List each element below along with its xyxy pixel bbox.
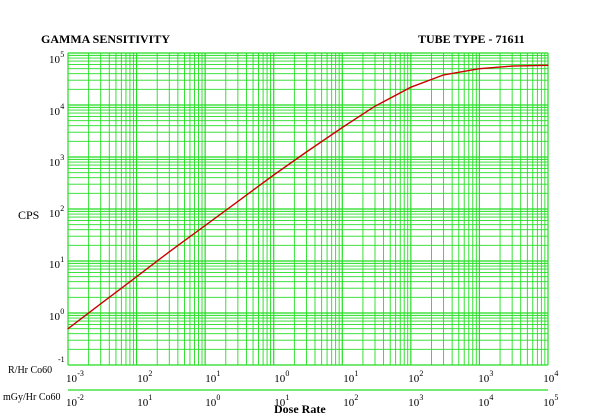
tick-base: 10 (49, 157, 61, 169)
data-point (341, 126, 343, 129)
data-point (374, 105, 376, 107)
tick-exponent: 2 (354, 393, 358, 402)
tick-base: 10 (478, 397, 490, 409)
tick-base: 10 (49, 259, 61, 271)
y-tick-label: -1 (58, 355, 65, 364)
tick-base: 10 (543, 397, 555, 409)
x-tick-label-mgy: 10 0 (205, 393, 220, 409)
data-point (135, 276, 138, 278)
data-point (273, 174, 275, 176)
sensitivity-curve-layer (67, 64, 549, 330)
chart-labels: GAMMA SENSITIVITY TUBE TYPE - 71611 CPS … (3, 32, 525, 416)
data-point (237, 200, 239, 203)
x-axis-name-mgy: mGy/Hr Co60 (3, 392, 61, 403)
x-tick-label-r: 10 -3 (66, 369, 84, 385)
y-tick-label: 10 5 (49, 50, 64, 66)
x-tick-label-r: 10 2 (137, 369, 152, 385)
tick-exponent: -2 (77, 393, 84, 402)
tick-exponent: 1 (354, 369, 358, 378)
y-axis-label: CPS (18, 208, 39, 222)
tick-exponent: 4 (60, 102, 64, 111)
tick-exponent: 1 (148, 393, 152, 402)
data-point (442, 74, 445, 76)
x-tick-label-mgy: 10 1 (274, 393, 289, 409)
y-tick-label: 10 2 (49, 204, 64, 220)
y-tick-label: 10 3 (49, 153, 64, 169)
tick-exponent: 2 (60, 204, 64, 213)
y-tick-label: 10 0 (49, 307, 64, 323)
x-axis-label: Dose Rate (274, 402, 326, 416)
data-point (511, 65, 513, 67)
tick-exponent: 0 (60, 307, 64, 316)
tick-base: 10 (137, 373, 149, 385)
y-tick-label: 10 1 (49, 255, 64, 271)
data-point (100, 303, 102, 305)
tick-base: 10 (274, 397, 286, 409)
tick-base: 10 (343, 373, 355, 385)
tick-base: 10 (543, 373, 555, 385)
x-tick-label-mgy: 10 1 (137, 393, 152, 409)
x-axis-name-r: R/Hr Co60 (8, 365, 52, 376)
tick-exponent: 2 (419, 369, 423, 378)
tick-exponent: 0 (216, 393, 220, 402)
tick-exponent: 4 (554, 369, 558, 378)
x-tick-label-r: 10 1 (343, 369, 358, 385)
tick-base: 10 (66, 397, 78, 409)
data-point (168, 251, 170, 253)
tick-exponent: 3 (489, 369, 493, 378)
y-tick-label: 10 4 (49, 102, 64, 118)
tick-base: 10 (49, 208, 61, 220)
tick-base: 10 (137, 397, 149, 409)
x-tick-label-mgy: 10 4 (478, 393, 493, 409)
tick-base: 10 (49, 106, 61, 118)
tick-exponent: 3 (60, 153, 64, 162)
data-point (410, 86, 412, 88)
chart-title: GAMMA SENSITIVITY (41, 32, 170, 46)
data-point (478, 68, 481, 70)
tick-exponent: -3 (77, 369, 84, 378)
x-tick-label-r: 10 2 (408, 369, 423, 385)
tick-base: 10 (66, 373, 78, 385)
tick-exponent: 4 (489, 393, 493, 402)
data-point (204, 224, 206, 227)
tick-base: 10 (478, 373, 490, 385)
tick-base: 10 (274, 373, 286, 385)
tick-base: 10 (408, 397, 420, 409)
chart-subtitle: TUBE TYPE - 71611 (418, 32, 525, 46)
x-tick-label-r: 10 0 (274, 369, 289, 385)
x-tick-label-mgy: 10 5 (543, 393, 558, 409)
tick-exponent: 5 (60, 50, 64, 59)
tick-base: 10 (205, 397, 217, 409)
tick-base: 10 (343, 397, 355, 409)
tick-exponent: 0 (285, 369, 289, 378)
tick-exponent: -1 (58, 355, 65, 364)
x-tick-label-mgy: 10 2 (343, 393, 358, 409)
data-point (305, 151, 308, 153)
tick-base: 10 (49, 311, 61, 323)
x-tick-label-r: 10 1 (205, 369, 220, 385)
data-point (547, 64, 549, 66)
x-tick-label-r: 10 3 (478, 369, 493, 385)
x-tick-label-mgy: 10 3 (408, 393, 423, 409)
grid-lines (67, 52, 549, 391)
tick-exponent: 1 (60, 255, 64, 264)
x-tick-label-r: 10 4 (543, 369, 558, 385)
tick-exponent: 1 (285, 393, 289, 402)
tick-exponent: 1 (216, 369, 220, 378)
tick-exponent: 5 (554, 393, 558, 402)
tick-base: 10 (49, 54, 61, 66)
tick-base: 10 (205, 373, 217, 385)
data-point (67, 328, 69, 330)
x-tick-label-mgy: 10 -2 (66, 393, 84, 409)
tick-base: 10 (408, 373, 420, 385)
tick-exponent: 3 (419, 393, 423, 402)
tick-exponent: 2 (148, 369, 152, 378)
